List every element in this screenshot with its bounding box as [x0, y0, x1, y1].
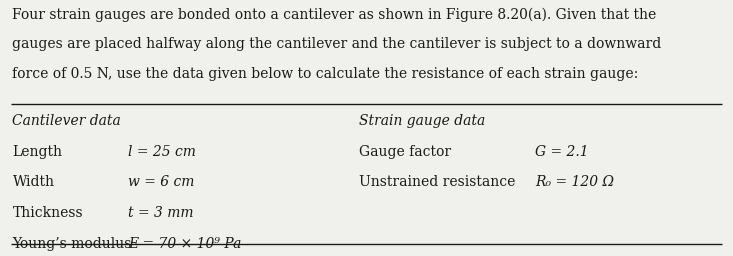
- Text: Gauge factor: Gauge factor: [359, 145, 452, 159]
- Text: E = 70 × 10⁹ Pa: E = 70 × 10⁹ Pa: [128, 237, 242, 251]
- Text: force of 0.5 N, use the data given below to calculate the resistance of each str: force of 0.5 N, use the data given below…: [12, 67, 638, 81]
- Text: t = 3 mm: t = 3 mm: [128, 206, 194, 220]
- Text: Four strain gauges are bonded onto a cantilever as shown in Figure 8.20(a). Give: Four strain gauges are bonded onto a can…: [12, 8, 657, 22]
- Text: Strain gauge data: Strain gauge data: [359, 114, 485, 128]
- Text: Cantilever data: Cantilever data: [12, 114, 121, 128]
- Text: w = 6 cm: w = 6 cm: [128, 175, 195, 189]
- Text: Width: Width: [12, 175, 54, 189]
- Text: G = 2.1: G = 2.1: [535, 145, 589, 159]
- Text: Length: Length: [12, 145, 62, 159]
- Text: R₀ = 120 Ω: R₀ = 120 Ω: [535, 175, 614, 189]
- Text: Thickness: Thickness: [12, 206, 83, 220]
- Text: l = 25 cm: l = 25 cm: [128, 145, 196, 159]
- Text: gauges are placed halfway along the cantilever and the cantilever is subject to : gauges are placed halfway along the cant…: [12, 37, 662, 51]
- Text: Young’s modulus: Young’s modulus: [12, 237, 132, 251]
- Text: Unstrained resistance: Unstrained resistance: [359, 175, 520, 189]
